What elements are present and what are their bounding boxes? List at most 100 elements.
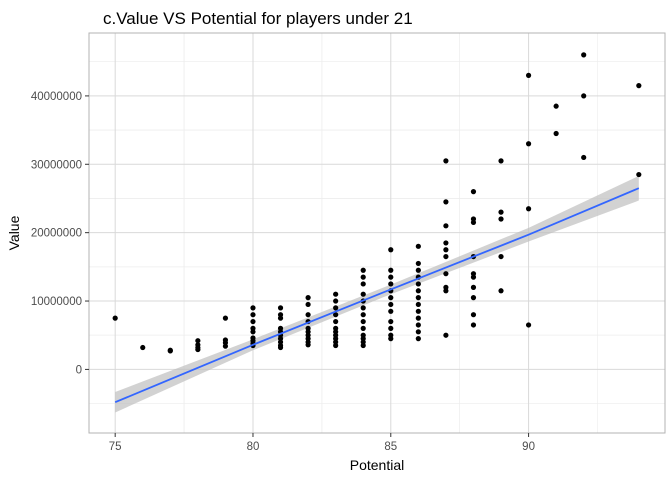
data-point xyxy=(636,172,641,177)
data-point xyxy=(416,295,421,300)
data-point xyxy=(388,319,393,324)
data-point xyxy=(416,281,421,286)
data-point xyxy=(416,302,421,307)
data-point xyxy=(113,316,118,321)
data-point xyxy=(388,281,393,286)
data-point xyxy=(554,131,559,136)
data-point xyxy=(416,322,421,327)
data-point xyxy=(471,275,476,280)
data-point xyxy=(416,329,421,334)
data-point xyxy=(361,319,366,324)
data-point xyxy=(498,254,503,259)
data-point xyxy=(361,343,366,348)
data-point xyxy=(526,322,531,327)
data-point xyxy=(443,288,448,293)
data-point xyxy=(250,312,255,317)
data-point xyxy=(526,73,531,78)
data-point xyxy=(306,295,311,300)
data-point xyxy=(581,52,586,57)
data-point xyxy=(581,155,586,160)
data-point xyxy=(250,305,255,310)
data-point xyxy=(443,199,448,204)
data-point xyxy=(471,189,476,194)
data-point xyxy=(361,268,366,273)
x-tick-label: 80 xyxy=(247,441,260,453)
x-axis-ticks: 75 80 85 90 xyxy=(109,433,535,453)
data-point xyxy=(443,254,448,259)
data-point xyxy=(416,288,421,293)
data-point xyxy=(498,288,503,293)
data-point xyxy=(498,216,503,221)
data-point xyxy=(223,344,228,349)
data-point xyxy=(443,333,448,338)
data-point xyxy=(498,210,503,215)
data-point xyxy=(333,298,338,303)
data-point xyxy=(306,342,311,347)
data-point xyxy=(471,295,476,300)
chart-title: c.Value VS Potential for players under 2… xyxy=(103,9,413,28)
data-point xyxy=(333,319,338,324)
data-point xyxy=(526,206,531,211)
data-point xyxy=(416,244,421,249)
data-point xyxy=(361,275,366,280)
data-point xyxy=(471,220,476,225)
data-point xyxy=(554,104,559,109)
data-point xyxy=(333,305,338,310)
data-point xyxy=(443,223,448,228)
data-point xyxy=(471,312,476,317)
data-point xyxy=(361,292,366,297)
data-point xyxy=(140,345,145,350)
data-point xyxy=(388,326,393,331)
data-point xyxy=(388,336,393,341)
data-point xyxy=(388,247,393,252)
data-point xyxy=(250,319,255,324)
data-point xyxy=(278,316,283,321)
data-point xyxy=(388,268,393,273)
y-axis-label: Value xyxy=(6,215,22,250)
data-point xyxy=(361,312,366,317)
data-point xyxy=(498,158,503,163)
data-point xyxy=(471,285,476,290)
data-point xyxy=(388,302,393,307)
data-point xyxy=(388,275,393,280)
y-tick-label: 20000000 xyxy=(31,228,82,240)
data-point xyxy=(223,316,228,321)
data-point xyxy=(443,240,448,245)
data-point xyxy=(333,343,338,348)
plot-area xyxy=(89,33,665,433)
data-point xyxy=(306,302,311,307)
data-point xyxy=(636,83,641,88)
data-point xyxy=(361,305,366,310)
y-tick-label: 40000000 xyxy=(31,91,82,103)
data-point xyxy=(250,329,255,334)
data-point xyxy=(416,261,421,266)
data-point xyxy=(333,292,338,297)
x-tick-label: 90 xyxy=(522,441,535,453)
data-point xyxy=(443,247,448,252)
x-tick-label: 85 xyxy=(384,441,397,453)
y-tick-label: 10000000 xyxy=(31,296,82,308)
data-point xyxy=(361,326,366,331)
y-tick-label: 30000000 xyxy=(31,159,82,171)
x-tick-label: 75 xyxy=(109,441,122,453)
data-point xyxy=(278,345,283,350)
data-point xyxy=(443,271,448,276)
data-point xyxy=(195,347,200,352)
data-point xyxy=(471,322,476,327)
y-tick-label: 0 xyxy=(76,364,82,376)
data-point xyxy=(416,316,421,321)
x-axis-label: Potential xyxy=(350,457,404,473)
data-point xyxy=(416,268,421,273)
data-point xyxy=(388,295,393,300)
data-point xyxy=(168,348,173,353)
data-point xyxy=(416,309,421,314)
data-point xyxy=(361,281,366,286)
y-axis-ticks: 0 10000000 20000000 30000000 40000000 xyxy=(31,91,89,377)
data-point xyxy=(278,305,283,310)
data-point xyxy=(581,93,586,98)
data-point xyxy=(306,312,311,317)
data-point xyxy=(443,158,448,163)
data-point xyxy=(416,336,421,341)
data-point xyxy=(526,141,531,146)
